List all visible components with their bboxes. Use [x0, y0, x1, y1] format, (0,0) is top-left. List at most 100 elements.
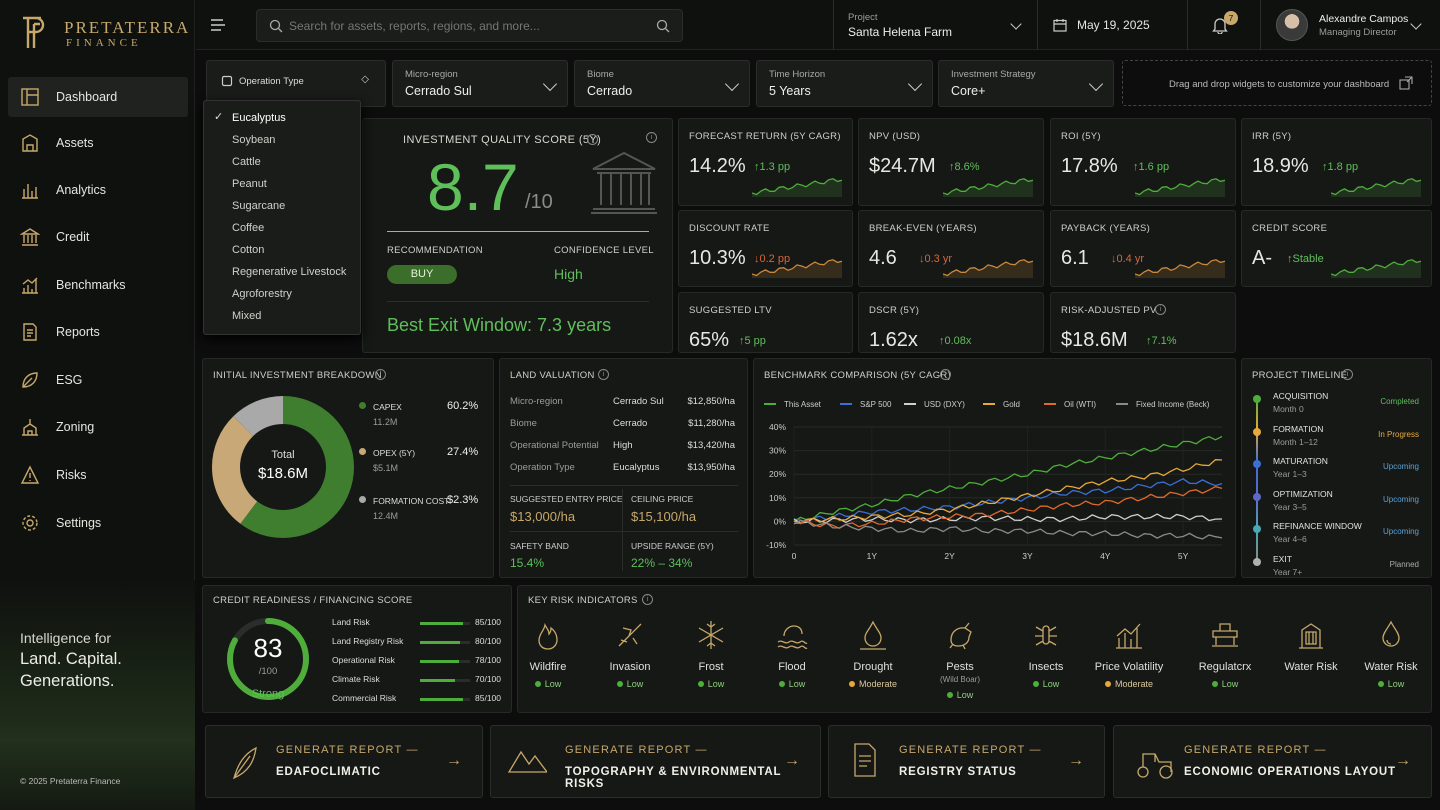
timeline-status: Planned — [1389, 559, 1419, 569]
credit-readiness-panel: CREDIT READINESS / FINANCING SCORE 83 /1… — [202, 585, 512, 713]
kpi-card[interactable]: PAYBACK (YEARS) 6.1 0.4 yr — [1050, 210, 1236, 287]
kpi-label: DSCR (5Y) — [869, 305, 920, 316]
nav-dashboard[interactable]: Dashboard — [8, 77, 188, 117]
risk-name: Flood — [778, 661, 806, 673]
nav-benchmarks[interactable]: Benchmarks — [8, 265, 188, 305]
user-name[interactable]: Alexandre Campos — [1319, 13, 1409, 25]
nav-assets[interactable]: Assets — [8, 123, 188, 163]
calendar-icon[interactable] — [1053, 18, 1067, 32]
info-icon[interactable]: i — [1342, 369, 1353, 380]
dropdown-option[interactable]: Peanut — [232, 178, 267, 190]
risk-indicator[interactable]: Water Risk — [1271, 618, 1351, 673]
generate-report-button[interactable]: GENERATE REPORT — REGISTRY STATUS → — [828, 725, 1105, 798]
dropdown-option[interactable]: Mixed — [232, 310, 262, 322]
tagline-3: Generations. — [20, 672, 115, 690]
nav-settings[interactable]: Settings — [8, 503, 188, 543]
nav-zoning[interactable]: Zoning — [8, 407, 188, 447]
timeline-dot — [1253, 525, 1261, 533]
nav-risks[interactable]: Risks — [8, 455, 188, 495]
info-icon[interactable]: i — [598, 369, 609, 380]
dropdown-option[interactable]: Eucalyptus — [232, 112, 286, 124]
risk-indicator[interactable]: Pests (Wild Boar) Low — [920, 618, 1000, 700]
risk-indicator[interactable]: Regulatcrx Low — [1185, 618, 1265, 689]
operation-type-select[interactable]: Operation Type ◇ — [206, 60, 386, 107]
risk-level: Moderate — [1089, 679, 1169, 689]
nav-esg[interactable]: ESG — [8, 360, 188, 400]
info-icon[interactable]: i — [587, 134, 598, 145]
dropdown-option[interactable]: Cotton — [232, 244, 265, 256]
quality-score: 8.7 — [427, 150, 519, 224]
risk-indicator[interactable]: Price Volatility Moderate — [1089, 618, 1169, 689]
timeline-dot — [1253, 492, 1261, 501]
generate-report-button[interactable]: GENERATE REPORT — ECONOMIC OPERATIONS LAY… — [1113, 725, 1432, 798]
risk-indicator[interactable]: Flood Low — [752, 618, 832, 689]
document-icon — [854, 743, 876, 777]
kpi-card[interactable]: FORECAST RETURN (5Y CAGR) 14.2% 1.3 pp — [678, 118, 853, 206]
dropdown-option[interactable]: Regenerative Livestock — [232, 266, 347, 278]
nav-analytics[interactable]: Analytics — [8, 170, 188, 210]
kpi-value: 10.3% — [689, 247, 746, 269]
dropdown-option[interactable]: Agroforestry — [232, 288, 292, 300]
info-icon[interactable]: i — [646, 132, 657, 143]
dropdown-option[interactable]: Sugarcane — [232, 200, 286, 212]
legend-name: FORMATION COST — [373, 496, 450, 506]
exit-window: Best Exit Window: 7.3 years — [387, 315, 612, 335]
timeline-stage: MATURATION — [1273, 456, 1328, 466]
risk-indicator[interactable]: Insects Low — [1006, 618, 1086, 689]
kpi-change: 7.1% — [1146, 335, 1177, 347]
reports-icon — [23, 323, 37, 341]
dropdown-option[interactable]: Cattle — [232, 156, 261, 168]
micro-region-select[interactable]: Micro-region Cerrado Sul — [392, 60, 568, 107]
nav-credit[interactable]: Credit — [8, 217, 188, 257]
risk-level-dot — [946, 692, 953, 698]
search-bar[interactable] — [256, 9, 683, 42]
date-display[interactable]: May 19, 2025 — [1077, 18, 1150, 32]
kpi-card[interactable]: IRR (5Y) 18.9% 1.8 pp — [1241, 118, 1432, 206]
dropdown-option[interactable]: Soybean — [232, 134, 276, 146]
risk-indicator[interactable]: Wildfire Low — [508, 618, 588, 689]
legend-amount: 11.2M — [373, 417, 398, 427]
tagline-1: Intelligence for — [20, 630, 112, 646]
menu-icon[interactable] — [208, 15, 228, 35]
arrow-right-icon: → — [784, 752, 800, 769]
generate-report-button[interactable]: GENERATE REPORT — TOPOGRAPHY & ENVIRONMEN… — [490, 725, 821, 798]
avatar[interactable] — [1276, 9, 1308, 41]
investment-strategy-select[interactable]: Investment Strategy Core+ — [938, 60, 1114, 107]
info-icon[interactable]: i — [642, 594, 653, 605]
kpi-card[interactable]: DISCOUNT RATE 10.3% 0.2 pp — [678, 210, 853, 287]
kpi-label: PAYBACK (YEARS) — [1061, 223, 1151, 234]
time-horizon-select[interactable]: Time Horizon 5 Years — [756, 60, 933, 107]
y-tick-label: 40% — [769, 422, 786, 432]
risk-indicator[interactable]: Frost Low — [671, 618, 751, 689]
risk-icon — [1382, 620, 1400, 647]
nav-reports[interactable]: Reports — [8, 312, 188, 352]
risk-indicator[interactable]: Invasion Low — [590, 618, 670, 689]
timeline-dot — [1253, 395, 1261, 403]
sparkline — [1331, 259, 1422, 278]
kpi-card[interactable]: ROI (5Y) 17.8% 1.6 pp — [1050, 118, 1236, 206]
search-input[interactable] — [289, 16, 649, 36]
info-icon[interactable]: i — [1155, 304, 1166, 315]
generate-report-button[interactable]: GENERATE REPORT — EDAFOCLIMATIC → — [205, 725, 483, 798]
kpi-card[interactable]: NPV (USD) $24.7M 8.6% — [858, 118, 1044, 206]
kpi-card[interactable]: BREAK-EVEN (YEARS) 4.6 0.3 yr — [858, 210, 1044, 287]
risk-level-dot — [534, 681, 541, 687]
info-icon[interactable]: i — [940, 369, 951, 380]
project-select[interactable]: Santa Helena Farm — [848, 25, 953, 39]
kpi-card[interactable]: SUGGESTED LTV 65% 5 pp — [678, 292, 853, 353]
risks-title: KEY RISK INDICATORS — [528, 595, 638, 606]
biome-select[interactable]: Biome Cerrado — [574, 60, 750, 107]
bell-icon[interactable] — [1212, 17, 1228, 34]
land-row-value: High — [613, 440, 633, 451]
risk-name: Wildfire — [529, 661, 567, 673]
search-submit-icon[interactable] — [656, 19, 670, 33]
drag-drop-zone[interactable]: Drag and drop widgets to customize your … — [1122, 60, 1432, 106]
kpi-card[interactable]: CREDIT SCORE A- Stable — [1241, 210, 1432, 287]
kpi-card[interactable]: RISK-ADJUSTED PVi $18.6M 7.1% — [1050, 292, 1236, 353]
risk-indicator[interactable]: Drought Moderate — [833, 618, 913, 689]
info-icon[interactable]: i — [375, 369, 386, 380]
kpi-card[interactable]: DSCR (5Y) 1.62x 0.08x — [858, 292, 1044, 353]
customize-icon[interactable] — [1399, 76, 1413, 90]
dropdown-option[interactable]: Coffee — [232, 222, 265, 234]
risk-indicator[interactable]: Water Risk Low — [1351, 618, 1431, 689]
